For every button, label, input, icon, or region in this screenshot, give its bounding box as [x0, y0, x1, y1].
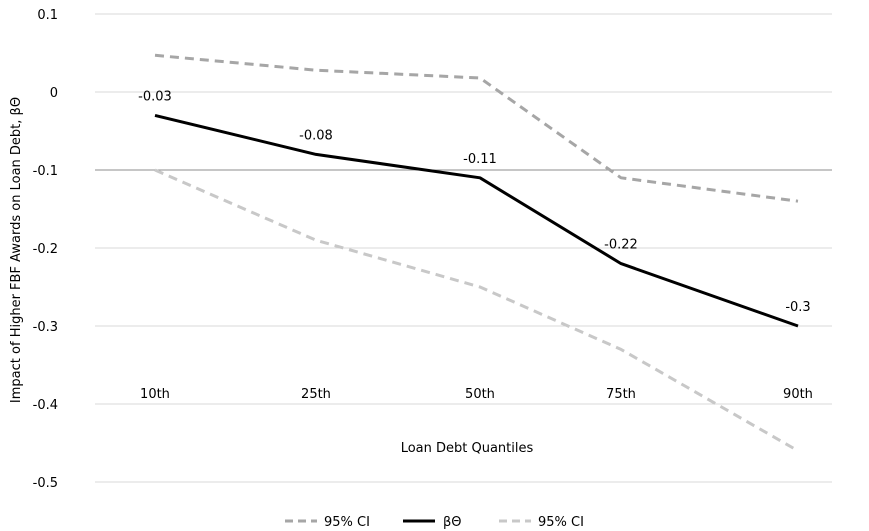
- y-tick-label: -0.1: [33, 164, 58, 179]
- y-tick-label: -0.2: [33, 242, 58, 257]
- series-line: [154, 168, 799, 453]
- data-label: -0.3: [785, 300, 810, 315]
- data-labels: -0.03 -0.08 -0.11 -0.22 -0.3: [138, 89, 811, 315]
- x-tick-label: 10th: [140, 387, 170, 402]
- y-tick-label: 0: [50, 86, 58, 101]
- x-axis-ticks: 10th 25th 50th 75th 90th: [140, 387, 813, 402]
- data-label: -0.03: [138, 89, 172, 104]
- series-lines: [154, 53, 799, 453]
- legend-item: 95% CI: [499, 515, 584, 530]
- data-label: -0.08: [299, 128, 333, 143]
- gridlines: [95, 13, 832, 483]
- x-tick-label: 75th: [606, 387, 636, 402]
- y-tick-label: -0.5: [33, 476, 58, 491]
- legend-item: 95% CI: [285, 515, 370, 530]
- y-tick-label: -0.4: [33, 398, 58, 413]
- legend-label: 95% CI: [324, 515, 370, 530]
- legend-label: βΘ: [443, 515, 462, 530]
- y-tick-label: -0.3: [33, 320, 58, 335]
- data-label: -0.11: [463, 152, 497, 167]
- x-axis-title: Loan Debt Quantiles: [401, 441, 534, 456]
- y-axis-title: Impact of Higher FBF Awards on Loan Debt…: [9, 97, 24, 403]
- y-tick-label: 0.1: [37, 8, 58, 23]
- y-axis-ticks: 0.1 0 -0.1 -0.2 -0.3 -0.4 -0.5: [33, 8, 58, 491]
- legend-label: 95% CI: [538, 515, 584, 530]
- legend-item: βΘ: [403, 515, 462, 530]
- x-tick-label: 25th: [301, 387, 331, 402]
- legend: 95% CI βΘ 95% CI: [285, 515, 584, 530]
- x-tick-label: 90th: [783, 387, 813, 402]
- data-label: -0.22: [604, 238, 638, 253]
- series-line: [154, 113, 799, 328]
- series-line: [154, 53, 799, 203]
- x-tick-label: 50th: [465, 387, 495, 402]
